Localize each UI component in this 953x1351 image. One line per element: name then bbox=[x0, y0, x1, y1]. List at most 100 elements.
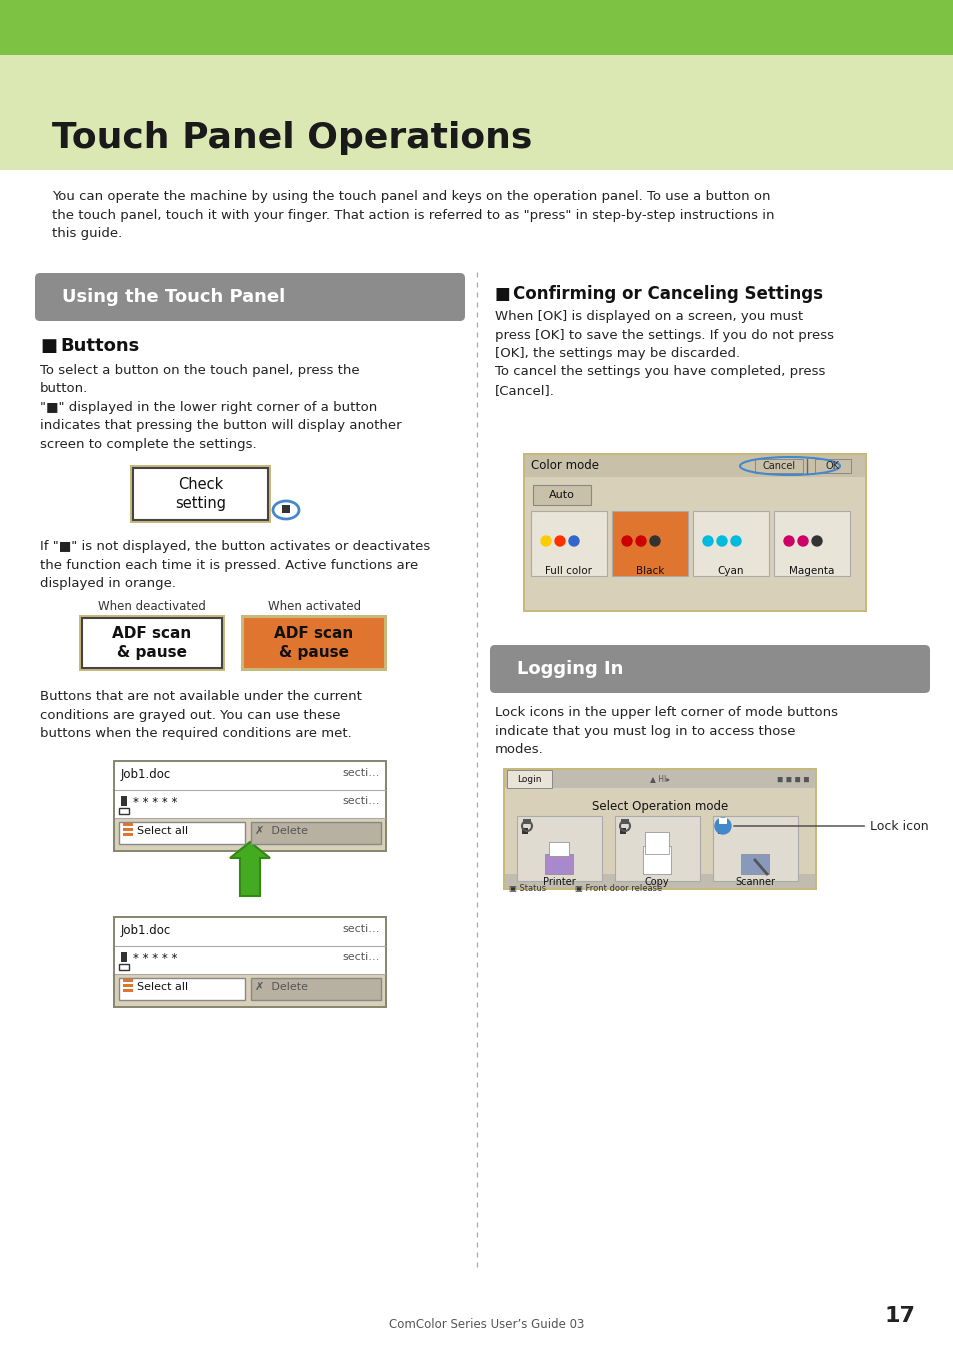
FancyBboxPatch shape bbox=[490, 644, 929, 693]
Text: Touch Panel Operations: Touch Panel Operations bbox=[52, 122, 532, 155]
Text: * * * * *: * * * * * bbox=[132, 952, 177, 965]
Text: Job1.doc: Job1.doc bbox=[121, 767, 172, 781]
Bar bbox=[112, 916, 387, 1008]
Bar bbox=[522, 819, 531, 824]
Bar bbox=[130, 465, 271, 523]
Bar bbox=[504, 770, 814, 888]
Bar bbox=[119, 965, 129, 970]
Text: Cancel: Cancel bbox=[761, 461, 795, 471]
Text: Magenta: Magenta bbox=[788, 566, 834, 576]
Text: Job1.doc: Job1.doc bbox=[121, 924, 172, 938]
Bar bbox=[504, 770, 814, 788]
Text: secti…: secti… bbox=[342, 767, 379, 778]
Text: Cyan: Cyan bbox=[717, 566, 743, 576]
Text: Printer: Printer bbox=[542, 877, 575, 888]
Bar bbox=[773, 511, 849, 576]
Bar bbox=[115, 946, 385, 974]
Bar bbox=[533, 485, 590, 505]
Text: ▣ Front door release: ▣ Front door release bbox=[575, 884, 661, 893]
Bar bbox=[244, 617, 384, 667]
Text: ADF scan
& pause: ADF scan & pause bbox=[274, 627, 354, 659]
Bar bbox=[119, 978, 245, 1000]
Text: You can operate the machine by using the touch panel and keys on the operation p: You can operate the machine by using the… bbox=[52, 190, 774, 240]
Text: secti…: secti… bbox=[342, 924, 379, 934]
Circle shape bbox=[730, 536, 740, 546]
Text: Black: Black bbox=[635, 566, 663, 576]
Bar bbox=[132, 467, 268, 520]
Text: ADF scan
& pause: ADF scan & pause bbox=[112, 627, 192, 659]
Bar bbox=[642, 846, 670, 874]
Bar bbox=[115, 762, 385, 790]
Text: ◼ ◼ ◼ ◼: ◼ ◼ ◼ ◼ bbox=[777, 774, 809, 784]
Bar bbox=[521, 828, 527, 834]
Text: Full color: Full color bbox=[545, 566, 592, 576]
Text: secti…: secti… bbox=[342, 796, 379, 807]
Text: ▣ Status: ▣ Status bbox=[509, 884, 545, 893]
Bar bbox=[119, 821, 245, 844]
Bar bbox=[644, 832, 668, 854]
Bar bbox=[79, 615, 225, 671]
Bar bbox=[119, 808, 129, 815]
Text: Select all: Select all bbox=[137, 825, 188, 836]
Bar bbox=[115, 817, 385, 850]
Circle shape bbox=[797, 536, 807, 546]
Text: Scanner: Scanner bbox=[734, 877, 774, 888]
Bar bbox=[531, 511, 606, 576]
Bar bbox=[282, 505, 290, 513]
Bar bbox=[522, 453, 866, 612]
Bar bbox=[112, 761, 387, 852]
Text: ComColor Series User’s Guide 03: ComColor Series User’s Guide 03 bbox=[389, 1319, 584, 1332]
Bar bbox=[115, 917, 385, 1006]
Bar bbox=[718, 828, 723, 834]
Text: When [OK] is displayed on a screen, you must
press [OK] to save the settings. If: When [OK] is displayed on a screen, you … bbox=[495, 309, 833, 397]
Bar bbox=[241, 615, 387, 671]
Bar bbox=[504, 874, 814, 888]
Bar bbox=[619, 828, 625, 834]
Text: When deactivated: When deactivated bbox=[98, 600, 206, 613]
Circle shape bbox=[714, 817, 730, 834]
Bar bbox=[123, 989, 132, 992]
Bar bbox=[251, 821, 380, 844]
Bar bbox=[115, 790, 385, 817]
Bar bbox=[123, 823, 132, 825]
Bar bbox=[524, 455, 864, 611]
Bar bbox=[123, 828, 132, 831]
Text: Lock icon: Lock icon bbox=[733, 820, 927, 832]
Text: Buttons that are not available under the current
conditions are grayed out. You : Buttons that are not available under the… bbox=[40, 690, 361, 740]
Text: Logging In: Logging In bbox=[517, 661, 622, 678]
Bar bbox=[115, 917, 385, 946]
Text: Confirming or Canceling Settings: Confirming or Canceling Settings bbox=[513, 285, 822, 303]
Circle shape bbox=[717, 536, 726, 546]
Text: When activated: When activated bbox=[268, 600, 361, 613]
Text: 17: 17 bbox=[883, 1306, 915, 1325]
Bar bbox=[121, 796, 127, 807]
Text: If "■" is not displayed, the button activates or deactivates
the function each t: If "■" is not displayed, the button acti… bbox=[40, 540, 430, 590]
Circle shape bbox=[568, 536, 578, 546]
Text: ■: ■ bbox=[495, 285, 510, 303]
FancyBboxPatch shape bbox=[35, 273, 464, 322]
Bar bbox=[502, 767, 816, 890]
Bar bbox=[612, 511, 687, 576]
Circle shape bbox=[636, 536, 645, 546]
Bar bbox=[0, 170, 953, 1351]
Bar bbox=[0, 0, 953, 55]
Text: ✗  Delete: ✗ Delete bbox=[254, 825, 308, 836]
Circle shape bbox=[555, 536, 564, 546]
Text: Select Operation mode: Select Operation mode bbox=[591, 800, 727, 813]
Bar bbox=[615, 816, 700, 881]
Text: Check
setting: Check setting bbox=[174, 477, 226, 512]
Text: Select all: Select all bbox=[137, 982, 188, 992]
Bar bbox=[712, 816, 797, 881]
Bar bbox=[517, 816, 601, 881]
Bar bbox=[692, 511, 768, 576]
Text: * * * * *: * * * * * bbox=[132, 796, 177, 809]
Bar bbox=[0, 55, 953, 170]
Bar bbox=[123, 984, 132, 988]
Text: ✗  Delete: ✗ Delete bbox=[254, 982, 308, 992]
Circle shape bbox=[621, 536, 631, 546]
Bar bbox=[82, 617, 222, 667]
Bar bbox=[548, 842, 568, 857]
Bar bbox=[506, 770, 552, 788]
Circle shape bbox=[702, 536, 712, 546]
Text: OK: OK bbox=[825, 461, 840, 471]
